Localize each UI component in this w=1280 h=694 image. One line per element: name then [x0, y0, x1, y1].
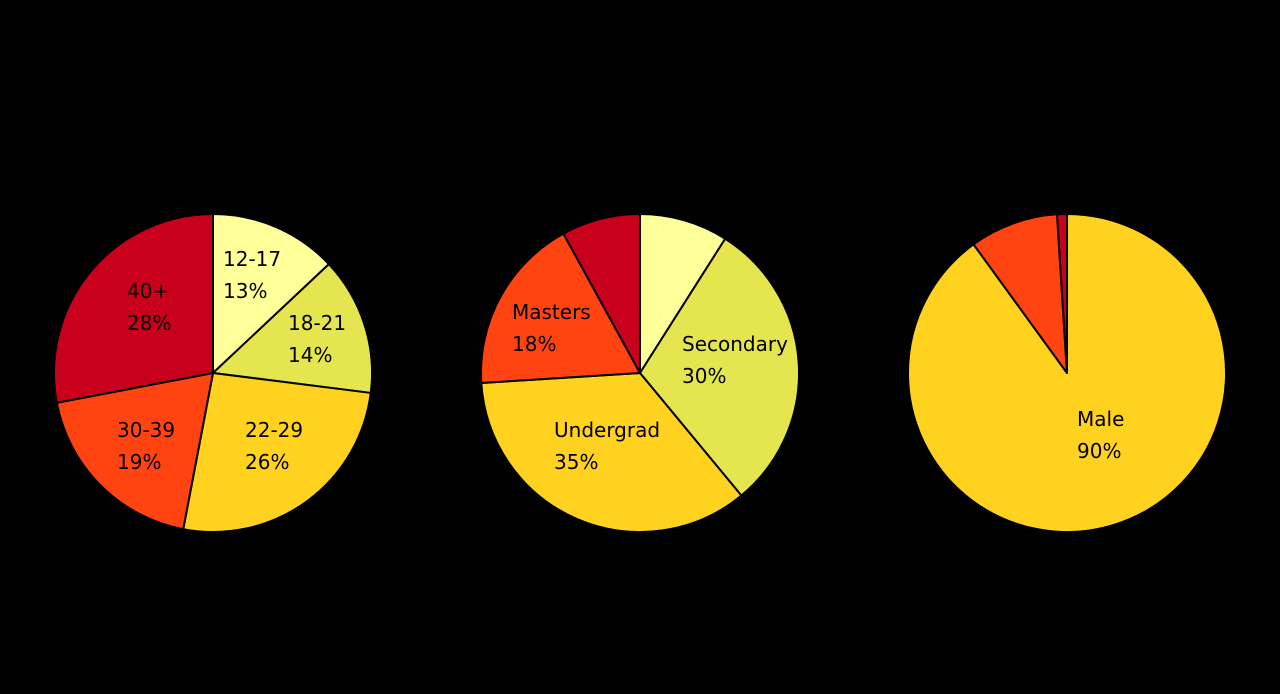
pie-slice-age-18-21: [212, 263, 374, 394]
pie-chart-education: Secondary 30% Undergrad 35% Masters 18%: [479, 213, 800, 533]
pie-slice-education-unlabeled-0: [639, 213, 727, 374]
pie-slice-gender-unlabeled-2: [1056, 212, 1068, 374]
slice-label: 22-29: [245, 418, 303, 442]
slice-percent: 18%: [512, 332, 556, 356]
pie-chart-gender: Male 90%: [907, 212, 1227, 533]
pie-chart-age: 12-17 13% 18-21 14% 22-29 26% 30-39 19% 40+ 28%: [53, 213, 374, 533]
slice-label: Male: [1077, 407, 1124, 431]
slice-label: 30-39: [117, 418, 175, 442]
slice-label: 12-17: [223, 247, 281, 271]
pie-slice-education-masters: [479, 232, 641, 384]
pie-slice-age-30-39: [55, 372, 214, 531]
slice-percent: 14%: [288, 343, 332, 367]
pie-slice-education-undergrad: [480, 372, 743, 533]
pie-slice-age-22-29: [182, 372, 372, 533]
slice-label: Secondary: [682, 332, 788, 356]
pie-slice-education-unlabeled-4: [562, 213, 641, 374]
slice-percent: 13%: [223, 279, 267, 303]
slice-label: 40+: [127, 279, 169, 303]
slice-label: 18-21: [288, 311, 346, 335]
slice-label: Masters: [512, 300, 591, 324]
slice-percent: 28%: [127, 311, 171, 335]
pie-slice-gender-unlabeled-1: [972, 213, 1068, 374]
slice-percent: 30%: [682, 364, 726, 388]
slice-percent: 90%: [1077, 439, 1121, 463]
slice-percent: 35%: [554, 450, 598, 474]
slice-percent: 19%: [117, 450, 161, 474]
pie-slice-age-12-17: [212, 213, 330, 374]
pie-slice-age-40-: [53, 213, 214, 404]
slice-percent: 26%: [245, 450, 289, 474]
pie-slice-education-secondary: [639, 237, 800, 497]
slice-label: Undergrad: [554, 418, 660, 442]
